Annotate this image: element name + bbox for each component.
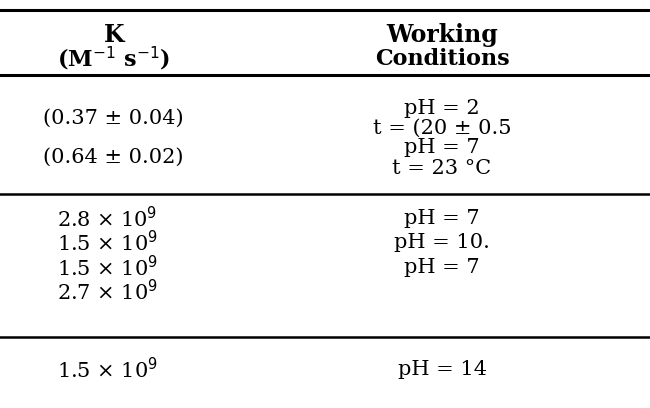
- Text: 2.7 × 10$^{9}$: 2.7 × 10$^{9}$: [57, 279, 158, 304]
- Text: (0.37 ± 0.04): (0.37 ± 0.04): [44, 109, 184, 128]
- Text: 1.5 × 10$^{9}$: 1.5 × 10$^{9}$: [57, 255, 158, 280]
- Text: pH = 10.: pH = 10.: [394, 233, 490, 252]
- Text: pH = 7: pH = 7: [404, 138, 480, 157]
- Text: pH = 2: pH = 2: [404, 99, 480, 118]
- Text: Working: Working: [386, 23, 498, 47]
- Text: Conditions: Conditions: [374, 48, 510, 70]
- Text: (0.64 ± 0.02): (0.64 ± 0.02): [44, 148, 184, 166]
- Text: 1.5 × 10$^{9}$: 1.5 × 10$^{9}$: [57, 357, 158, 382]
- Text: 2.8 × 10$^{9}$: 2.8 × 10$^{9}$: [57, 206, 157, 231]
- Text: t = (20 ± 0.5: t = (20 ± 0.5: [372, 119, 512, 138]
- Text: (M$^{-1}$ s$^{-1}$): (M$^{-1}$ s$^{-1}$): [57, 45, 170, 73]
- Text: 1.5 × 10$^{9}$: 1.5 × 10$^{9}$: [57, 230, 158, 255]
- Text: pH = 14: pH = 14: [398, 360, 486, 379]
- Text: pH = 7: pH = 7: [404, 209, 480, 228]
- Text: K: K: [103, 23, 124, 47]
- Text: t = 23 °C: t = 23 °C: [393, 159, 491, 177]
- Text: pH = 7: pH = 7: [404, 258, 480, 277]
